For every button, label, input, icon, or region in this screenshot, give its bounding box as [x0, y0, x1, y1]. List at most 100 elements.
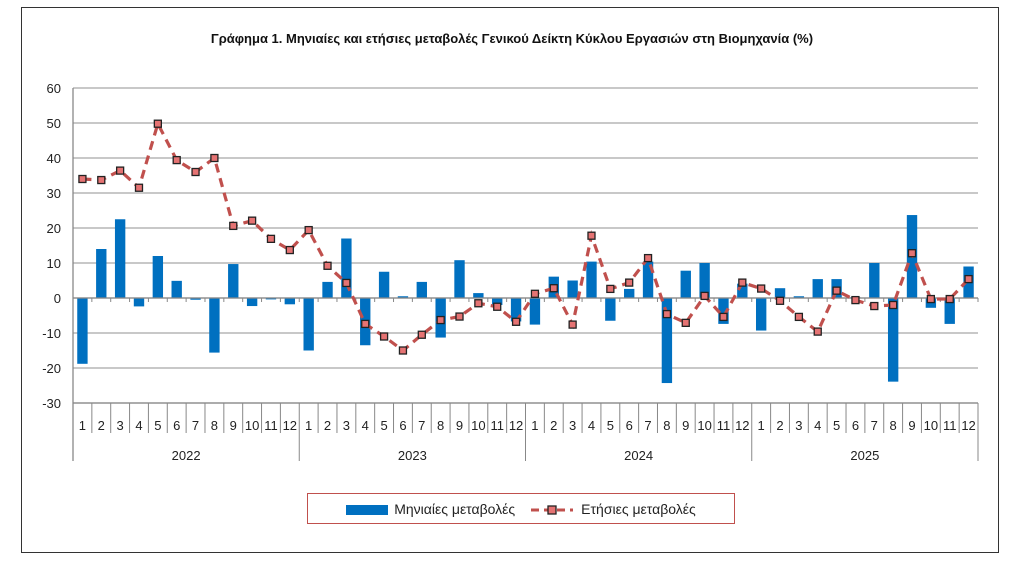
month-label: 7 — [418, 418, 425, 433]
bar-monthly — [624, 288, 635, 298]
point-annual — [398, 346, 408, 355]
bar-monthly — [114, 219, 126, 298]
month-label: 3 — [795, 418, 802, 433]
bar-monthly — [246, 298, 258, 307]
month-label: 6 — [173, 418, 180, 433]
month-label: 4 — [814, 418, 821, 433]
bar-monthly — [397, 296, 409, 298]
point-annual — [323, 261, 332, 270]
point-annual — [568, 320, 577, 329]
point-annual — [794, 312, 804, 322]
bar-monthly — [642, 261, 654, 298]
month-label: 4 — [588, 418, 595, 433]
month-label: 9 — [908, 418, 915, 433]
month-label: 2 — [324, 418, 331, 433]
point-annual — [907, 249, 917, 258]
month-label: 5 — [380, 418, 387, 433]
month-label: 6 — [399, 418, 406, 433]
point-annual — [530, 289, 540, 298]
month-label: 8 — [437, 418, 444, 433]
bar-monthly — [341, 238, 352, 298]
point-annual — [606, 284, 615, 294]
legend-line-swatch — [531, 505, 574, 515]
month-label: 1 — [305, 418, 312, 433]
point-annual — [851, 295, 860, 305]
bar-monthly — [378, 271, 390, 298]
year-label: 2022 — [172, 448, 201, 463]
y-tick-label: 40 — [47, 151, 61, 166]
bar-monthly — [284, 298, 296, 305]
bar-monthly — [793, 296, 805, 298]
legend-label-annual: Ετήσιες μεταβολές — [581, 500, 696, 517]
point-annual — [832, 286, 841, 295]
month-label: 4 — [135, 418, 142, 433]
bar-monthly — [171, 280, 182, 298]
month-label: 10 — [471, 418, 485, 433]
month-label: 1 — [79, 418, 86, 433]
point-annual — [511, 317, 521, 326]
bar-monthly — [774, 288, 786, 298]
month-label: 1 — [531, 418, 538, 433]
point-annual — [417, 330, 426, 339]
point-annual — [587, 231, 596, 240]
y-tick-label: -30 — [42, 396, 61, 411]
month-label: 11 — [717, 418, 731, 433]
month-label: 5 — [607, 418, 614, 433]
month-label: 10 — [697, 418, 711, 433]
point-annual — [964, 274, 973, 284]
point-annual — [493, 302, 502, 311]
month-label: 10 — [924, 418, 938, 433]
bar-monthly — [661, 298, 673, 384]
month-label: 1 — [758, 418, 765, 433]
point-annual — [945, 294, 954, 304]
point-annual — [926, 294, 936, 304]
y-tick-label: 0 — [54, 291, 61, 306]
line-annual — [82, 119, 970, 353]
point-annual — [549, 284, 558, 293]
y-tick-label: 60 — [47, 81, 61, 96]
bar-monthly — [322, 281, 333, 298]
legend-label-monthly: Μηνιαίες μεταβολές — [394, 500, 516, 517]
y-tick-label: 50 — [47, 116, 61, 131]
bar-monthly — [737, 283, 748, 298]
point-annual — [455, 312, 464, 321]
bar-monthly — [605, 298, 616, 321]
point-annual — [719, 312, 728, 322]
month-label: 3 — [569, 418, 576, 433]
month-label: 6 — [852, 418, 859, 433]
month-label: 3 — [117, 418, 124, 433]
bar-monthly — [265, 298, 277, 300]
month-label: 12 — [509, 418, 523, 433]
point-annual — [379, 332, 389, 341]
point-annual — [361, 319, 370, 329]
month-label: 11 — [490, 418, 504, 433]
bar-monthly — [567, 280, 578, 298]
month-label: 10 — [245, 418, 259, 433]
bar-monthly — [303, 298, 314, 351]
point-annual — [738, 278, 747, 287]
bar-monthly — [454, 260, 465, 298]
bar-monthly — [812, 279, 823, 298]
bar-monthly — [209, 298, 220, 353]
bar-monthly — [473, 293, 484, 298]
year-label: 2025 — [850, 448, 879, 463]
point-annual — [191, 167, 200, 177]
month-label: 7 — [192, 418, 199, 433]
point-annual — [813, 327, 822, 336]
month-label: 2 — [98, 418, 105, 433]
month-label: 7 — [871, 418, 878, 433]
month-label: 8 — [211, 418, 218, 433]
point-annual — [870, 301, 879, 311]
bar-monthly — [887, 298, 899, 382]
month-label: 5 — [154, 418, 161, 433]
point-annual — [229, 221, 238, 231]
legend: Μηνιαίες μεταβολές Ετήσιες μεταβολές — [307, 493, 735, 524]
month-label: 9 — [456, 418, 463, 433]
bar-monthly — [77, 298, 88, 364]
point-annual — [172, 155, 181, 165]
y-tick-label: 20 — [47, 221, 61, 236]
month-label: 2 — [776, 418, 783, 433]
y-tick-label: 30 — [47, 186, 61, 201]
y-tick-label: -20 — [42, 361, 61, 376]
month-label: 11 — [943, 418, 957, 433]
